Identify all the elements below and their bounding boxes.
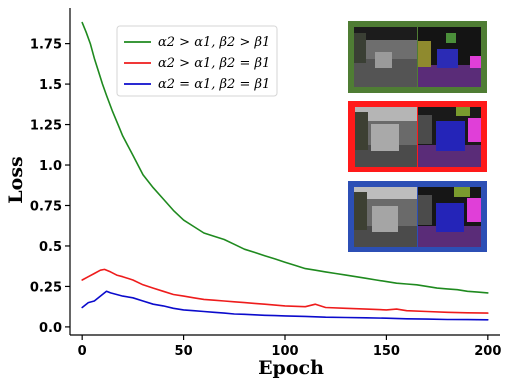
series-lines xyxy=(81,21,489,321)
x-tick-label: 100 xyxy=(271,344,298,359)
inset-image-blue-frame xyxy=(348,181,487,252)
inset-images xyxy=(348,21,487,252)
x-tick-label: 200 xyxy=(474,344,501,359)
x-tick-label: 0 xyxy=(78,344,87,359)
y-tick-label: 0.0 xyxy=(39,321,62,336)
y-tick-label: 0.25 xyxy=(30,280,62,295)
legend: α2 > α1, β2 > β1 α2 > α1, β2 = β1 α2 = α1,… xyxy=(116,25,278,97)
legend-label-3: α2 = α1, β2 = β1 xyxy=(158,77,270,92)
y-tick-label: 1.25 xyxy=(30,119,62,134)
inset-image-green-frame xyxy=(348,21,487,93)
x-tick-label: 150 xyxy=(373,344,400,359)
y-axis-title: Loss xyxy=(5,156,27,203)
x-axis-title: Epoch xyxy=(258,357,324,379)
legend-box xyxy=(116,25,278,97)
series-line-1 xyxy=(81,21,489,294)
legend-label-2: α2 > α1, β2 = β1 xyxy=(158,56,270,71)
legend-label-1: α2 > α1, β2 > β1 xyxy=(158,35,270,50)
y-ticks: 0.0 0.25 0.5 0.75 1.0 1.25 1.5 1.75 xyxy=(30,38,70,336)
x-ticks: 0 50 100 150 200 xyxy=(78,335,501,359)
series-line-3 xyxy=(81,290,489,321)
y-tick-label: 1.75 xyxy=(30,38,62,53)
y-tick-label: 0.75 xyxy=(30,199,62,214)
y-tick-label: 1.5 xyxy=(39,78,62,93)
y-tick-label: 0.5 xyxy=(39,240,62,255)
x-tick-label: 50 xyxy=(175,344,193,359)
series-line-2 xyxy=(81,268,489,314)
y-tick-label: 1.0 xyxy=(39,159,62,174)
inset-image-red-frame xyxy=(348,101,487,172)
